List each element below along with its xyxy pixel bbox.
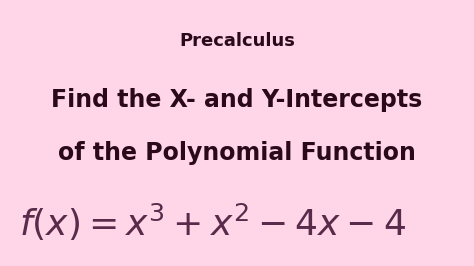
- Text: of the Polynomial Function: of the Polynomial Function: [58, 141, 416, 165]
- Text: $f(x) = x^3 + x^2 - 4x - 4$: $f(x) = x^3 + x^2 - 4x - 4$: [19, 202, 406, 243]
- Text: Find the X- and Y-Intercepts: Find the X- and Y-Intercepts: [51, 88, 423, 112]
- Text: Precalculus: Precalculus: [179, 32, 295, 50]
